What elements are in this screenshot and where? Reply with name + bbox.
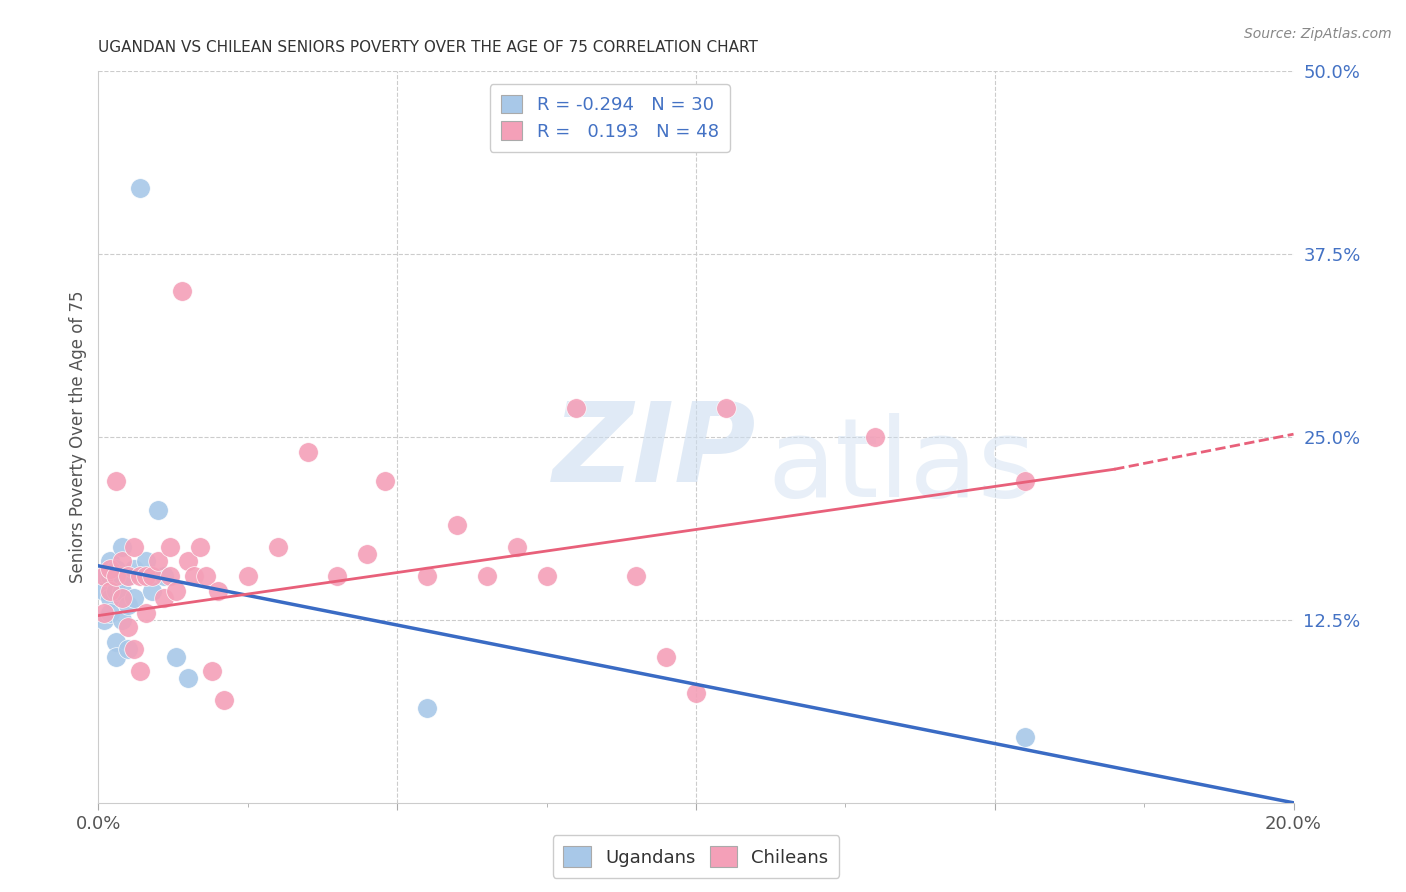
- Point: [148, 503, 170, 517]
- Point: [172, 284, 194, 298]
- Point: [135, 569, 157, 583]
- Point: [100, 554, 122, 568]
- Point: [111, 554, 134, 568]
- Point: [129, 181, 152, 195]
- Point: [117, 599, 139, 613]
- Point: [111, 583, 134, 598]
- Point: [111, 540, 134, 554]
- Point: [356, 547, 378, 561]
- Point: [105, 649, 128, 664]
- Point: [93, 583, 115, 598]
- Point: [201, 664, 224, 678]
- Point: [105, 583, 128, 598]
- Point: [105, 569, 128, 583]
- Point: [865, 430, 887, 444]
- Point: [117, 620, 139, 634]
- Point: [117, 569, 139, 583]
- Point: [374, 474, 396, 488]
- Point: [626, 569, 648, 583]
- Point: [183, 569, 205, 583]
- Point: [100, 583, 122, 598]
- Point: [135, 606, 157, 620]
- Point: [297, 444, 319, 458]
- Point: [141, 569, 163, 583]
- Point: [153, 569, 176, 583]
- Point: [105, 576, 128, 591]
- Point: [100, 562, 122, 576]
- Point: [124, 642, 146, 657]
- Point: [1014, 474, 1036, 488]
- Point: [177, 554, 200, 568]
- Point: [207, 583, 229, 598]
- Point: [93, 569, 115, 583]
- Text: ZIP: ZIP: [553, 398, 756, 505]
- Point: [100, 569, 122, 583]
- Point: [105, 562, 128, 576]
- Point: [117, 569, 139, 583]
- Point: [416, 569, 439, 583]
- Text: UGANDAN VS CHILEAN SENIORS POVERTY OVER THE AGE OF 75 CORRELATION CHART: UGANDAN VS CHILEAN SENIORS POVERTY OVER …: [98, 40, 758, 55]
- Point: [117, 642, 139, 657]
- Point: [416, 700, 439, 714]
- Legend: Ugandans, Chileans: Ugandans, Chileans: [553, 836, 839, 878]
- Point: [105, 474, 128, 488]
- Point: [165, 649, 187, 664]
- Point: [111, 591, 134, 605]
- Point: [565, 401, 588, 415]
- Point: [188, 540, 211, 554]
- Point: [105, 635, 128, 649]
- Point: [129, 664, 152, 678]
- Point: [153, 591, 176, 605]
- Point: [1014, 730, 1036, 744]
- Point: [714, 401, 737, 415]
- Point: [267, 540, 290, 554]
- Point: [506, 540, 529, 554]
- Point: [141, 583, 163, 598]
- Point: [111, 569, 134, 583]
- Y-axis label: Seniors Poverty Over the Age of 75: Seniors Poverty Over the Age of 75: [69, 291, 87, 583]
- Text: Source: ZipAtlas.com: Source: ZipAtlas.com: [1244, 27, 1392, 41]
- Point: [124, 540, 146, 554]
- Point: [212, 693, 235, 707]
- Point: [100, 591, 122, 605]
- Point: [124, 562, 146, 576]
- Point: [475, 569, 498, 583]
- Point: [93, 613, 115, 627]
- Point: [165, 583, 187, 598]
- Point: [446, 517, 468, 532]
- Point: [148, 554, 170, 568]
- Point: [100, 606, 122, 620]
- Point: [326, 569, 349, 583]
- Point: [536, 569, 558, 583]
- Point: [177, 672, 200, 686]
- Point: [236, 569, 259, 583]
- Point: [129, 569, 152, 583]
- Point: [93, 606, 115, 620]
- Point: [159, 540, 181, 554]
- Point: [111, 613, 134, 627]
- Point: [195, 569, 218, 583]
- Point: [685, 686, 707, 700]
- Point: [159, 569, 181, 583]
- Point: [93, 569, 115, 583]
- Point: [135, 554, 157, 568]
- Text: atlas: atlas: [768, 413, 1036, 520]
- Point: [124, 591, 146, 605]
- Point: [655, 649, 678, 664]
